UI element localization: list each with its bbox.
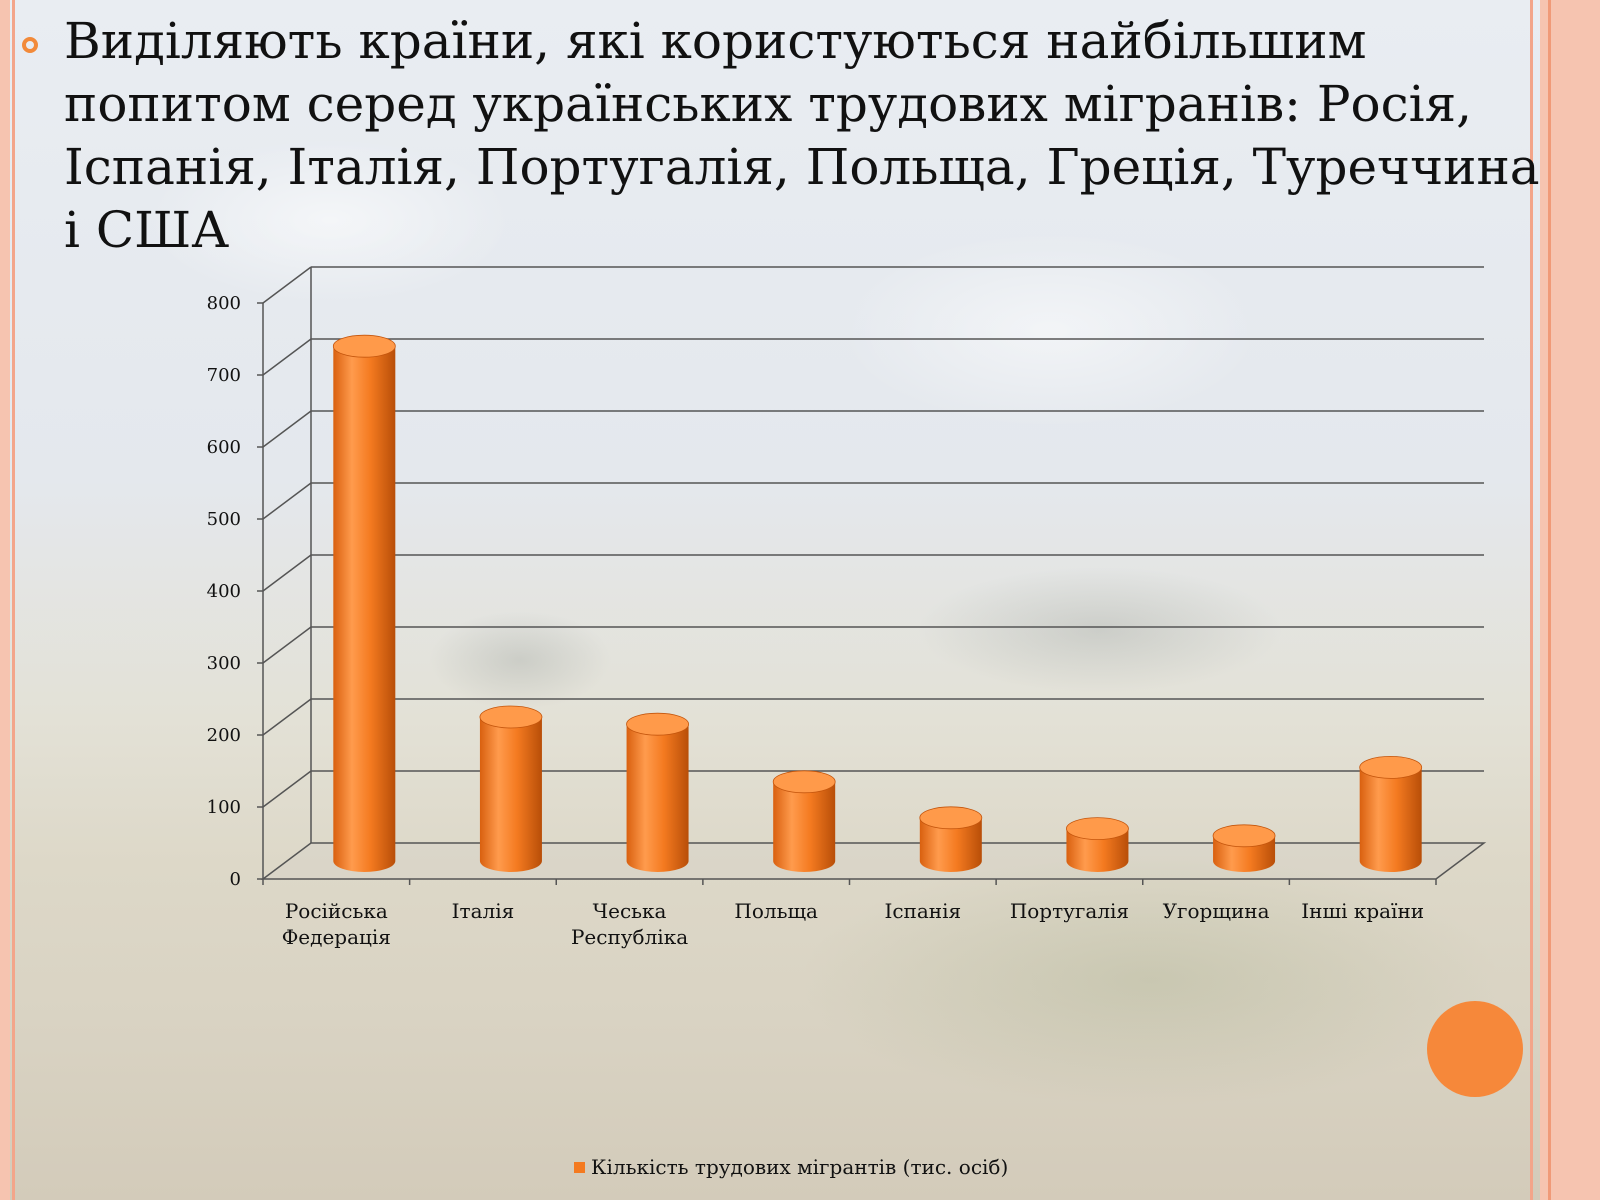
y-tick-label: 800 xyxy=(207,293,241,314)
bar-top xyxy=(479,705,543,729)
bullet-circle-icon xyxy=(22,37,38,53)
gridline-diagonal xyxy=(262,410,312,448)
x-tick-label: Іспанія xyxy=(884,899,961,923)
gridline-diagonal xyxy=(262,770,312,808)
frame-line xyxy=(12,0,15,1200)
bar-body xyxy=(773,781,836,872)
gridline-diagonal xyxy=(262,482,312,520)
bar-top xyxy=(332,334,396,358)
legend-swatch xyxy=(574,1161,585,1173)
bar xyxy=(1212,824,1276,872)
bar xyxy=(479,705,543,872)
bar xyxy=(772,770,836,872)
gridline-diagonal xyxy=(262,338,312,376)
bar-top xyxy=(626,712,689,736)
bar-body xyxy=(1066,828,1129,872)
decorative-circle xyxy=(1427,1001,1523,1097)
frame-line xyxy=(1530,0,1533,1200)
y-tick-label: 0 xyxy=(230,869,241,890)
x-tick-label: Республіка xyxy=(571,925,688,949)
x-tick-label: Федерація xyxy=(282,925,391,949)
bar xyxy=(332,334,396,872)
bar-body xyxy=(333,346,396,872)
gridline-diagonal xyxy=(262,554,312,592)
y-tick-label: 300 xyxy=(207,653,241,674)
y-tick-label: 500 xyxy=(207,509,241,530)
gridline-diagonal xyxy=(262,698,312,736)
bar-top xyxy=(919,806,983,830)
y-tick-label: 400 xyxy=(207,581,241,602)
bar-body xyxy=(919,817,982,872)
gridline-diagonal xyxy=(262,626,312,664)
frame-line xyxy=(1548,0,1551,1200)
bar xyxy=(626,712,689,872)
chart-legend: Кількість трудових мігрантів (тис. осіб) xyxy=(574,1155,1008,1179)
x-tick-label: Португалія xyxy=(1010,899,1129,923)
gridline-diagonal xyxy=(262,266,312,304)
bar-top xyxy=(772,770,836,794)
bar xyxy=(919,806,983,872)
y-tick-label: 700 xyxy=(207,365,241,386)
bar-body xyxy=(479,717,542,872)
legend-label: Кількість трудових мігрантів (тис. осіб) xyxy=(591,1155,1009,1179)
y-tick-label: 600 xyxy=(207,437,241,458)
bar-top xyxy=(1212,824,1276,848)
x-tick-label: Чеська xyxy=(593,899,667,923)
y-tick-label: 100 xyxy=(207,797,241,818)
bar xyxy=(1066,817,1129,872)
frame-line xyxy=(0,0,10,1200)
bar-body xyxy=(626,724,689,872)
bar-body xyxy=(1359,767,1422,872)
bar xyxy=(1359,756,1423,872)
x-tick-label: Італія xyxy=(452,899,515,923)
x-tick-label: Російська xyxy=(285,899,388,923)
x-tick-label: Інші країни xyxy=(1301,899,1424,923)
x-tick-label: Польща xyxy=(734,899,818,923)
x-tick-label: Угорщина xyxy=(1163,899,1270,923)
slide-title: Виділяють країни, які користуються найбі… xyxy=(64,12,1540,259)
bar-top xyxy=(1066,817,1129,840)
chart-floor xyxy=(260,842,1487,880)
y-tick-label: 200 xyxy=(207,725,241,746)
bar-top xyxy=(1359,756,1423,779)
